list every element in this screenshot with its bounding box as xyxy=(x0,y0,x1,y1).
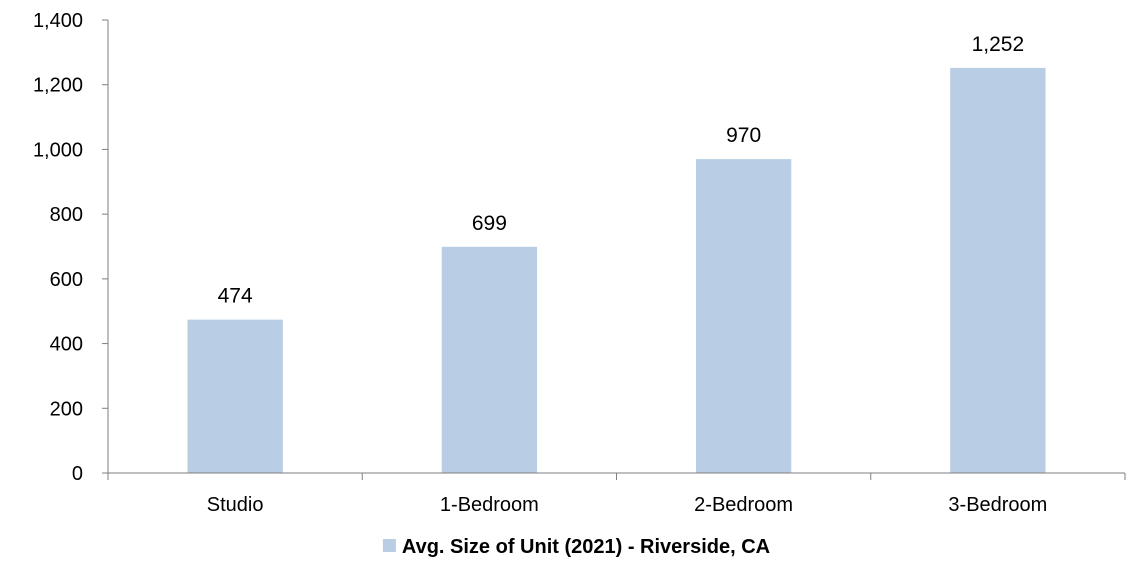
legend-swatch xyxy=(382,539,396,552)
y-tick-label: 400 xyxy=(50,334,83,356)
y-axis-ticks: 0 200 400 600 800 1,000 1,200 1,400 xyxy=(33,10,108,485)
bar-2-bedroom xyxy=(695,159,792,473)
y-tick-label: 800 xyxy=(50,204,83,226)
data-label: 699 xyxy=(472,212,507,235)
y-tick-label: 1,400 xyxy=(33,10,83,32)
x-tick-label: 1-Bedroom xyxy=(440,494,539,516)
legend: Avg. Size of Unit (2021) - Riverside, CA xyxy=(382,536,770,558)
bars xyxy=(187,67,1046,473)
data-label: 474 xyxy=(218,285,253,308)
x-tick-label: 3-Bedroom xyxy=(948,494,1047,516)
x-axis-ticks: Studio 1-Bedroom 2-Bedroom 3-Bedroom xyxy=(107,473,1126,516)
bar-studio xyxy=(187,319,283,473)
x-tick-label: Studio xyxy=(207,494,264,516)
bar-3-bedroom xyxy=(950,67,1046,473)
legend-label: Avg. Size of Unit (2021) - Riverside, CA xyxy=(402,536,770,558)
data-labels: 474 699 970 1,252 xyxy=(218,33,1025,308)
x-tick-label: 2-Bedroom xyxy=(694,494,793,516)
data-label: 1,252 xyxy=(972,33,1025,56)
bar-1-bedroom xyxy=(441,246,538,473)
y-tick-label: 0 xyxy=(72,463,83,485)
data-label: 970 xyxy=(726,124,761,147)
y-tick-label: 1,200 xyxy=(33,75,83,97)
y-tick-label: 1,000 xyxy=(33,139,83,161)
y-tick-label: 200 xyxy=(50,398,83,420)
y-tick-label: 600 xyxy=(50,269,83,291)
